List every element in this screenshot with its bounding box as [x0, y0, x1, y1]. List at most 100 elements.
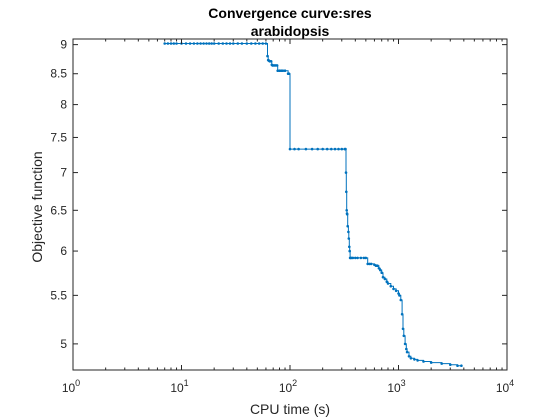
chart-title-line1: Convergence curve:sres [208, 5, 372, 21]
data-point [257, 42, 261, 45]
data-point [364, 256, 368, 260]
series-layer [163, 42, 463, 368]
x-tick-label: 102 [279, 378, 297, 395]
data-point [449, 363, 452, 367]
data-point [405, 350, 409, 354]
data-point [345, 212, 349, 216]
data-point [276, 69, 280, 72]
data-point [245, 42, 249, 45]
data-point [348, 249, 352, 253]
data-point [212, 42, 216, 45]
data-point [166, 42, 170, 45]
y-tick-label: 5.5 [50, 288, 67, 302]
data-point [376, 264, 379, 268]
data-point [383, 277, 387, 281]
data-point [184, 42, 188, 45]
data-point [369, 262, 373, 266]
data-point [297, 147, 300, 151]
x-tick-label: 104 [496, 378, 514, 395]
data-point [269, 60, 273, 63]
y-tick-label: 6.5 [50, 203, 67, 217]
data-point [346, 224, 350, 228]
data-point [169, 42, 173, 45]
data-point [264, 42, 268, 45]
data-point [351, 256, 355, 260]
y-tick-label: 5 [60, 337, 67, 351]
data-point [409, 357, 413, 360]
data-point [456, 364, 459, 368]
data-point [344, 171, 348, 174]
data-point [345, 209, 349, 212]
y-tick-label: 9 [60, 38, 67, 52]
x-axis-label: CPU time (s) [250, 401, 330, 417]
data-point [254, 42, 257, 45]
data-point [199, 42, 202, 45]
data-point [196, 42, 199, 45]
data-point [362, 256, 366, 260]
data-point [402, 334, 406, 338]
data-point [236, 42, 240, 45]
data-point [304, 147, 308, 151]
data-point [377, 267, 381, 270]
data-point [413, 358, 416, 361]
axes-box [72, 38, 508, 371]
data-point [217, 42, 220, 45]
data-point [347, 237, 351, 240]
data-point [348, 245, 351, 249]
data-point [401, 327, 405, 331]
data-point [422, 360, 425, 363]
data-point [321, 147, 325, 151]
data-point [228, 42, 232, 45]
data-point [386, 282, 390, 285]
y-axis-label: Objective function [29, 151, 45, 262]
data-point [354, 256, 357, 260]
data-point [207, 42, 211, 45]
data-point [325, 147, 329, 151]
data-point [347, 230, 350, 234]
data-point [202, 42, 205, 45]
data-point [403, 342, 407, 346]
y-tick-label: 8 [60, 98, 67, 112]
data-point [440, 362, 444, 365]
data-point [221, 42, 225, 45]
data-point [192, 42, 196, 45]
data-point [392, 287, 395, 291]
data-point [429, 361, 433, 364]
data-point [359, 256, 363, 260]
data-point [337, 147, 340, 151]
data-point [210, 42, 213, 45]
data-point [293, 147, 296, 151]
data-point [205, 42, 208, 45]
data-point [405, 347, 408, 351]
data-point [275, 64, 279, 67]
y-tick-label: 6 [60, 244, 67, 258]
data-point [380, 271, 384, 275]
data-point [225, 42, 228, 45]
data-point [240, 42, 244, 45]
data-point [261, 42, 265, 45]
data-point [366, 262, 370, 266]
x-tick-label: 101 [170, 378, 188, 395]
data-point [266, 54, 269, 58]
y-tick-label: 7 [60, 166, 67, 180]
data-point [398, 294, 401, 297]
y-tick-label: 8.5 [50, 67, 67, 81]
data-point [340, 147, 344, 151]
data-point [283, 69, 287, 72]
series-line [164, 43, 462, 367]
data-point [416, 359, 419, 362]
data-point [232, 42, 235, 45]
data-point [163, 42, 166, 45]
data-point [399, 298, 403, 302]
data-point [389, 284, 393, 288]
x-tick-label: 103 [387, 378, 405, 395]
data-point [379, 268, 382, 272]
data-point [394, 289, 398, 293]
data-point [288, 147, 292, 151]
chart-title-line2: arabidopsis [251, 23, 330, 39]
data-point [250, 42, 253, 45]
data-point [381, 275, 385, 279]
data-point [407, 355, 411, 358]
data-point [345, 190, 348, 194]
